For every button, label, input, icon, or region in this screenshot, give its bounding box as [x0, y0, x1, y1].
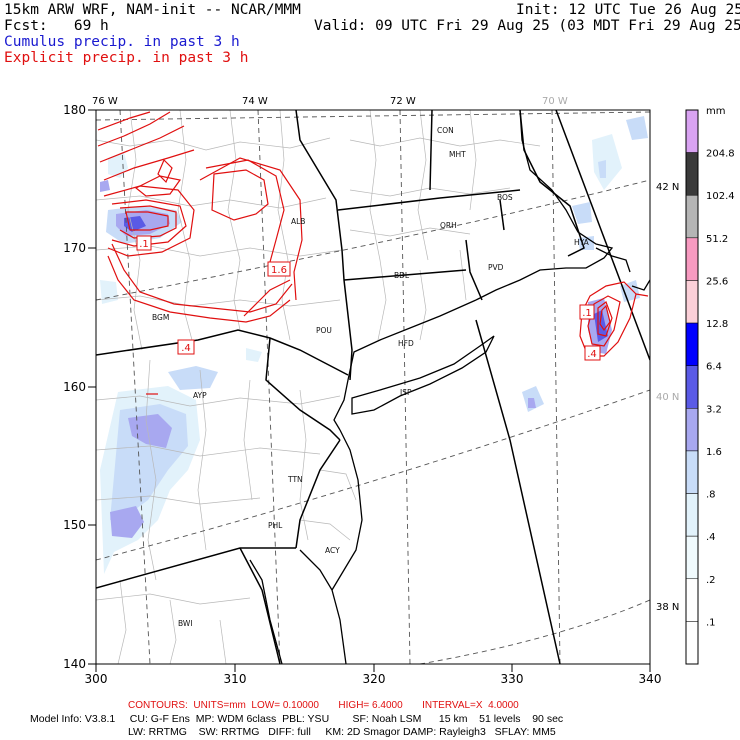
y-tick-label: 160: [63, 380, 86, 394]
y-tick-label: 140: [63, 657, 86, 671]
explicit-precip-contours: [97, 111, 649, 395]
colorbar-unit: mm: [706, 106, 725, 117]
colorbar-swatch: [685, 408, 699, 452]
model-info-line-1: Model Info: V3.8.1 CU: G-F Ens MP: WDM 6…: [30, 713, 564, 725]
y-tick-label: 180: [63, 103, 86, 117]
lat-label: 40 N: [656, 392, 679, 403]
lat-label: 42 N: [656, 182, 679, 193]
county-lines: [96, 110, 541, 664]
colorbar-label: .1: [706, 617, 716, 628]
contour-label: .4: [181, 343, 191, 354]
x-tick-labels: 300 310 320 330 340: [85, 672, 662, 686]
colorbar-label: 12.8: [706, 319, 728, 330]
model-title: 15km ARW WRF, NAM-init -- NCAR/MMM: [4, 2, 301, 18]
colorbar-label: .4: [706, 532, 716, 543]
lat-label: 38 N: [656, 602, 679, 613]
colorbar-swatch: [685, 365, 699, 409]
coastlines: [249, 110, 650, 664]
lon-label: 74 W: [242, 96, 268, 107]
colorbar-label: 102.4: [706, 191, 735, 202]
colorbar-swatch: [685, 322, 699, 366]
colorbar-label: 3.2: [706, 404, 722, 415]
colorbar-swatch: [685, 152, 699, 196]
lon-label: 76 W: [92, 96, 118, 107]
city-label: CON: [437, 126, 454, 135]
colorbar-label: 51.2: [706, 234, 728, 245]
colorbar-swatch: [685, 493, 699, 537]
contour-labels: .1 1.6 .4 .1 .4: [136, 235, 601, 361]
city-label: BOS: [497, 193, 513, 202]
city-label: BDL: [394, 271, 410, 280]
lon-lat-labels: 76 W 74 W 72 W 70 W 42 N 40 N 38 N: [92, 96, 679, 613]
colorbar-swatch: [685, 194, 699, 239]
city-label: MHT: [449, 150, 466, 159]
y-tick-label: 170: [63, 241, 86, 255]
colorbar-swatch: [685, 237, 699, 281]
x-tick-label: 330: [501, 672, 524, 686]
y-tick-labels: 180 170 160 150 140: [63, 103, 86, 671]
contour-label: .4: [587, 349, 597, 360]
valid-time: Valid: 09 UTC Fri 29 Aug 25 (03 MDT Fri …: [314, 18, 740, 34]
city-label: PVD: [488, 263, 504, 272]
contour-label: .1: [582, 308, 592, 319]
colorbar-swatch: [685, 280, 699, 324]
forecast-hour: Fcst: 69 h: [4, 18, 109, 34]
city-label: TTN: [287, 475, 303, 484]
colorbar-label: 25.6: [706, 276, 728, 287]
city-label: POU: [316, 326, 332, 335]
city-label: HFD: [398, 339, 414, 348]
y-tick-label: 150: [63, 518, 86, 532]
x-tick-label: 320: [363, 672, 386, 686]
city-label: PHL: [268, 521, 283, 530]
colorbar-label: .8: [706, 490, 716, 501]
colorbar-label: 1.6: [706, 447, 722, 458]
axis-ticks: [88, 109, 651, 672]
colorbar: mm 204.8 102.4 51.2 25.6 12.8 6.4 3.2 1.6 .8 .4 .2…: [685, 106, 735, 665]
city-label: ORH: [440, 221, 457, 230]
city-label: ISP: [400, 388, 412, 397]
lon-label: 72 W: [390, 96, 416, 107]
explicit-legend-label: Explicit precip. in past 3 h: [4, 50, 249, 66]
city-label: BGM: [152, 313, 169, 322]
city-label: AYP: [193, 391, 207, 400]
init-time: Init: 12 UTC Tue 26 Aug 25: [516, 2, 740, 18]
x-tick-label: 340: [639, 672, 662, 686]
cumulus-legend-label: Cumulus precip. in past 3 h: [4, 34, 240, 50]
x-tick-label: 310: [224, 672, 247, 686]
colorbar-label: 204.8: [706, 149, 735, 160]
colorbar-label: .2: [706, 575, 716, 586]
colorbar-label: 6.4: [706, 362, 722, 373]
x-tick-label: 300: [85, 672, 108, 686]
city-label: ACY: [325, 546, 340, 555]
model-info-line-2: LW: RRTMG SW: RRTMG DIFF: full KM: 2D Sm…: [128, 726, 556, 738]
city-label: HYA: [574, 238, 590, 247]
lon-label: 70 W: [542, 96, 568, 107]
contour-label: 1.6: [271, 265, 287, 276]
colorbar-swatch: [685, 621, 699, 665]
contour-label: .1: [139, 239, 149, 250]
city-label: BWI: [178, 619, 193, 628]
colorbar-swatch: [685, 578, 699, 622]
city-labels: CON MHT BOS ALB ORH PVD BDL BGM POU HFD …: [152, 126, 590, 628]
colorbar-swatch: [685, 450, 699, 494]
contours-info: CONTOURS: UNITS=mm LOW= 0.10000 HIGH= 6.…: [128, 700, 519, 711]
city-label: ALB: [291, 217, 305, 226]
colorbar-swatch: [685, 109, 699, 153]
colorbar-swatch: [685, 535, 699, 580]
